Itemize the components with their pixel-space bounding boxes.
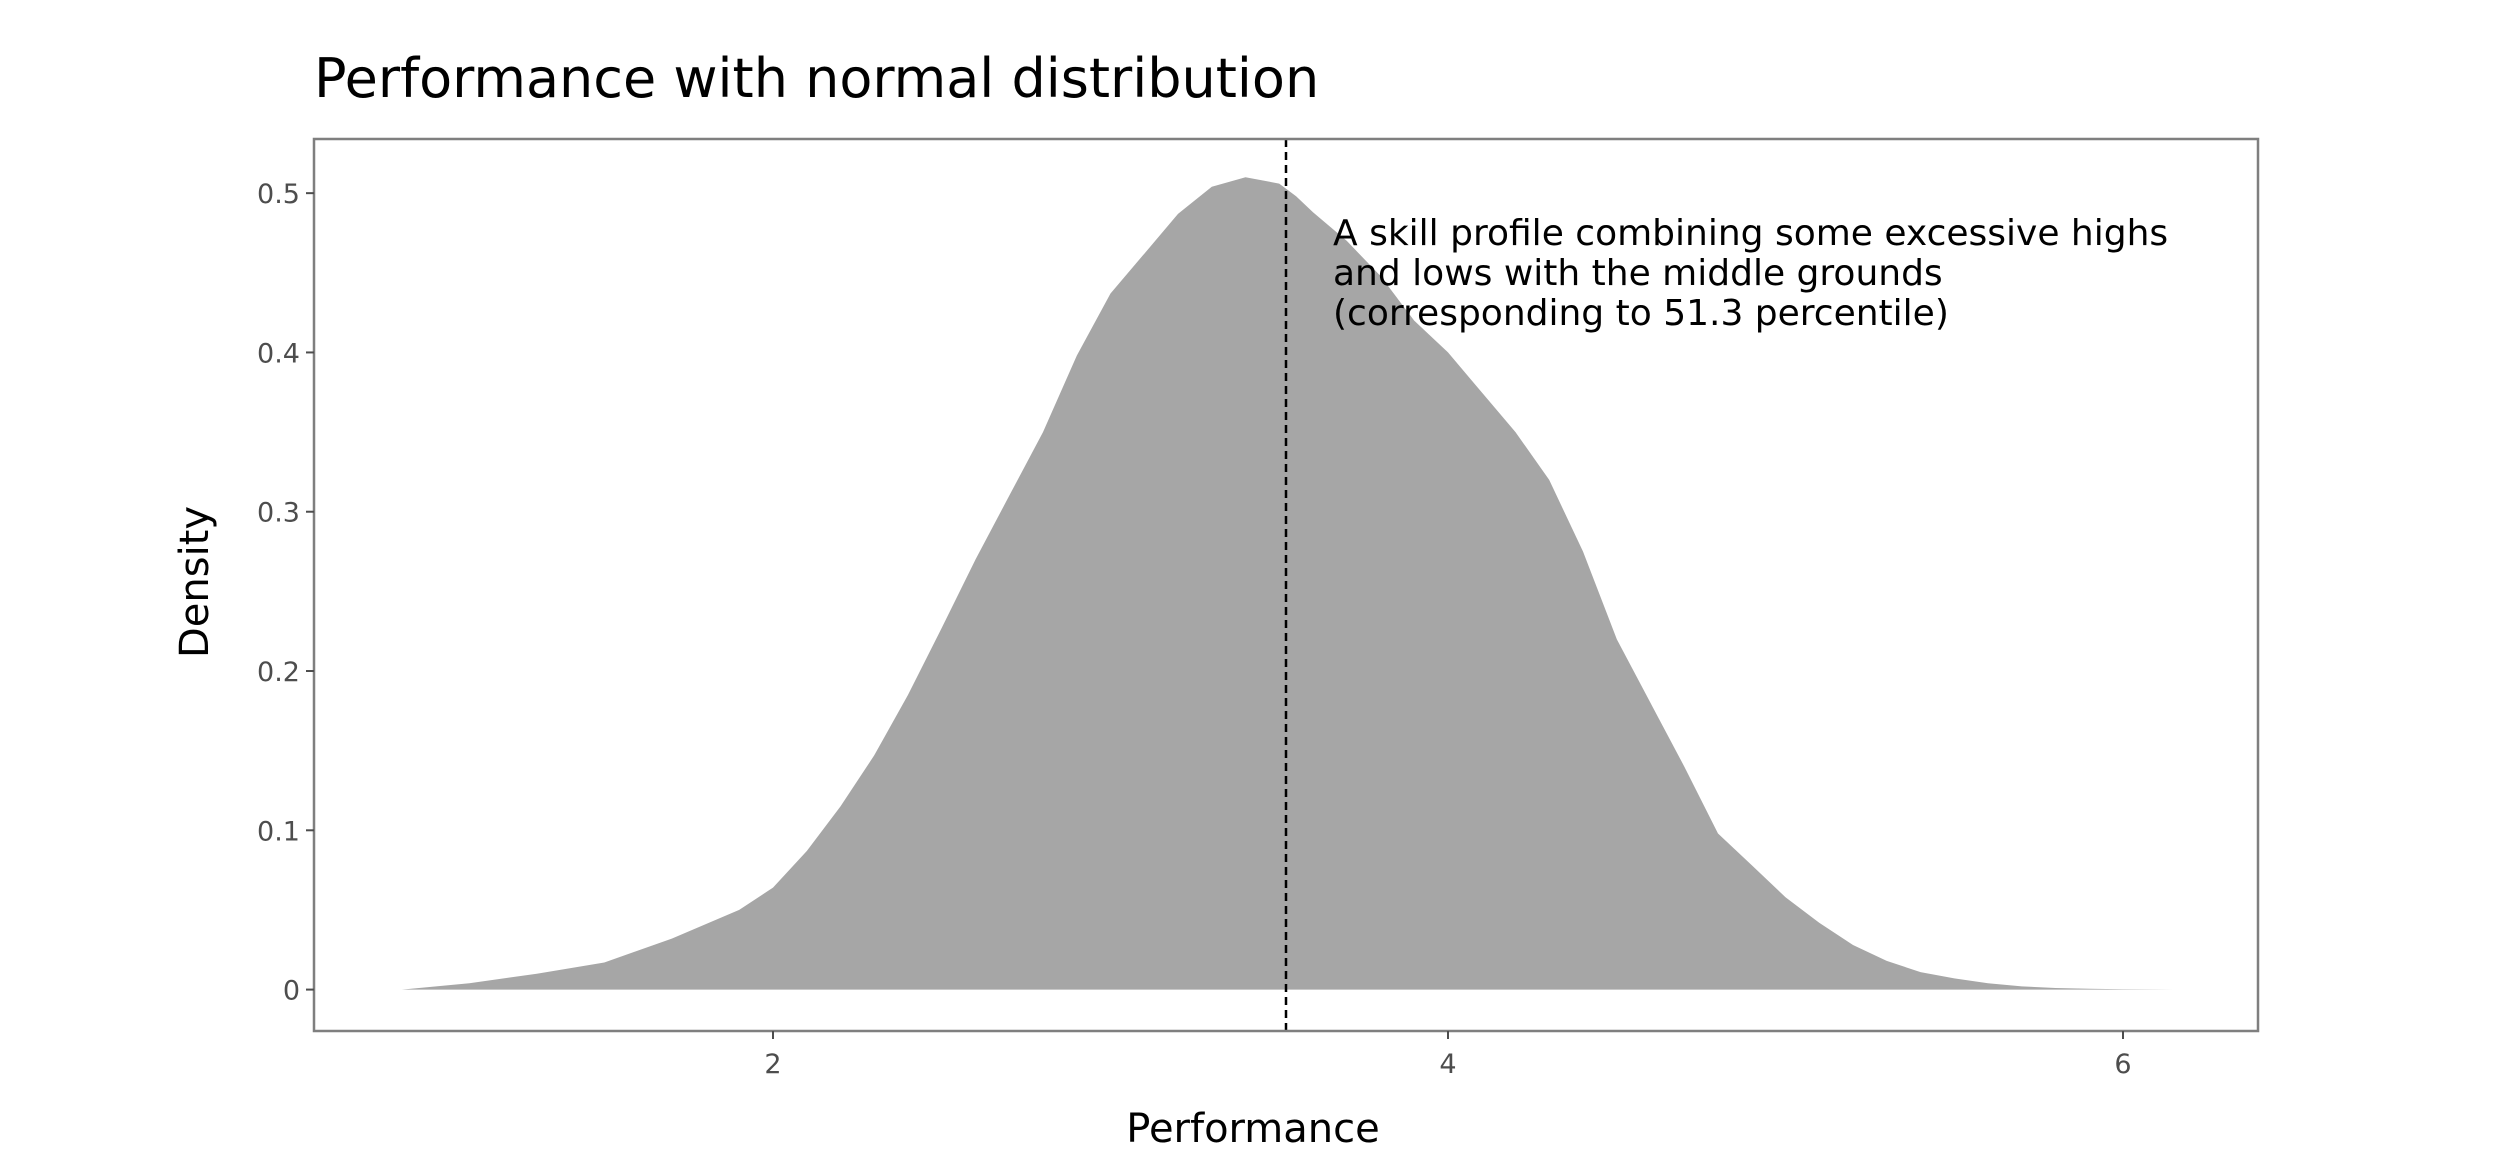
y-axis-label: Density bbox=[172, 506, 218, 658]
y-axis: 0 0.1 0.2 0.3 0.4 0.5 bbox=[257, 179, 314, 1007]
y-tick-label: 0 bbox=[283, 976, 300, 1007]
x-axis: 2 4 6 bbox=[764, 1031, 2132, 1080]
annotation-line: and lows with the middle grounds bbox=[1333, 253, 1943, 294]
y-tick-label: 0.2 bbox=[257, 657, 300, 688]
density-area bbox=[401, 177, 2174, 990]
y-tick-label: 0.1 bbox=[257, 816, 300, 847]
plot-panel-border bbox=[312, 137, 2260, 1033]
annotation-line: A skill profile combining some excessive… bbox=[1333, 213, 2168, 254]
x-tick-label: 4 bbox=[1439, 1049, 1456, 1080]
x-tick-label: 2 bbox=[764, 1049, 781, 1080]
x-tick-label: 6 bbox=[2114, 1049, 2131, 1080]
x-axis-label: Performance bbox=[1126, 1106, 1379, 1152]
percentile-annotation: A skill profile combining some excessive… bbox=[1333, 213, 2168, 334]
annotation-line: (corresponding to 51.3 percentile) bbox=[1333, 293, 1949, 334]
chart-title: Performance with normal distribution bbox=[314, 47, 1319, 110]
y-tick-label: 0.5 bbox=[257, 179, 300, 210]
y-tick-label: 0.3 bbox=[257, 498, 300, 529]
y-tick-label: 0.4 bbox=[257, 338, 300, 369]
plot-area bbox=[312, 137, 2260, 1033]
